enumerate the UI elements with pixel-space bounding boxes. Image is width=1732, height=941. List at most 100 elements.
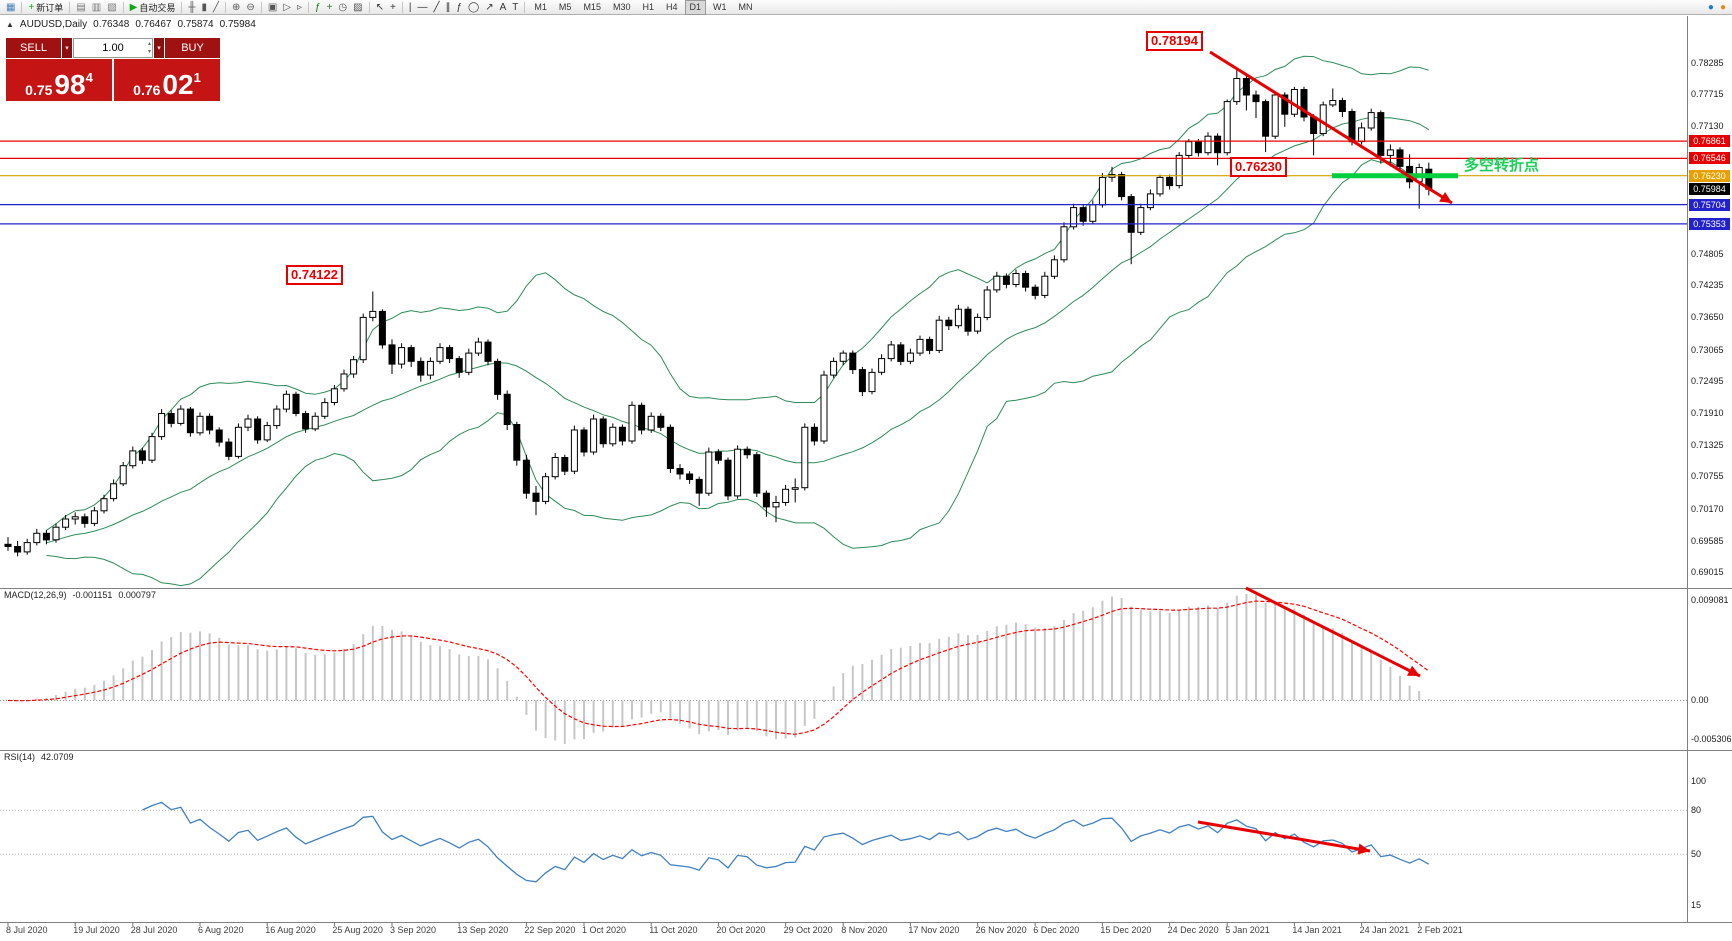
shapes-icon[interactable]: ◯ xyxy=(466,1,481,14)
chart-shift-icon[interactable]: ▹ xyxy=(295,1,304,14)
community-icon-glyph: ● xyxy=(1707,1,1714,13)
charts-profile-icon[interactable]: ▤ xyxy=(74,1,87,14)
market-watch-icon-glyph: ▥ xyxy=(91,1,102,13)
candlestick-chart-icon-glyph: ▮ xyxy=(201,1,207,13)
channel-icon[interactable]: ∥ xyxy=(443,1,452,14)
toolbar-separator xyxy=(21,1,23,13)
timeframe-button-h4[interactable]: H4 xyxy=(665,1,678,12)
text-icon-glyph: A xyxy=(499,1,507,13)
autotrading-button-glyph: ▶ xyxy=(129,1,138,13)
symbol-period-label: AUDUSD,Daily xyxy=(19,19,88,30)
macd-downtrend-arrow[interactable] xyxy=(1245,586,1421,678)
community-icon[interactable]: ● xyxy=(1706,1,1716,14)
add-indicator-icon[interactable]: + xyxy=(325,1,335,14)
peak-price-annotation[interactable]: 0.78194 xyxy=(1146,31,1203,51)
annotation-arrows-layer xyxy=(1197,50,1453,855)
auto-scroll-icon[interactable]: ▷ xyxy=(281,1,293,14)
toolbar-separator xyxy=(181,1,183,13)
ohlc-close: 0.75984 xyxy=(219,19,256,30)
toolbar-separator xyxy=(368,1,370,13)
volume-spinner[interactable]: ▴ ▾ xyxy=(148,40,151,56)
timeframe-button-d1[interactable]: D1 xyxy=(684,0,707,15)
cursor-icon[interactable]: ↖ xyxy=(374,1,386,14)
symbol-header: ▲ AUDUSD,Daily 0.76348 0.76467 0.75874 0… xyxy=(6,19,256,30)
line-chart-icon[interactable]: ╱ xyxy=(211,1,221,14)
ohlc-open: 0.76348 xyxy=(93,19,130,30)
timeframe-button-h1[interactable]: H1 xyxy=(642,1,654,12)
timeframe-button-m15[interactable]: M15 xyxy=(583,1,601,12)
spinner-down-icon[interactable]: ▾ xyxy=(147,49,151,55)
ohlc-high: 0.76467 xyxy=(135,19,172,30)
swing-high-annotation[interactable]: 0.74122 xyxy=(286,265,343,285)
market-watch-icon[interactable]: ▥ xyxy=(90,1,103,14)
sell-button[interactable]: SELL xyxy=(6,38,61,58)
crosshair-icon[interactable]: + xyxy=(388,1,398,14)
buy-price-button[interactable]: 0.76 02 1 xyxy=(114,59,220,101)
search-icon-glyph: ● xyxy=(1719,1,1726,13)
timeframe-button-w1[interactable]: W1 xyxy=(713,1,727,12)
tile-windows-icon[interactable]: ▣ xyxy=(266,1,279,14)
autotrading-button-label: 自动交易 xyxy=(139,2,176,13)
sell-price-pips: 98 xyxy=(54,68,86,100)
breakout-price-annotation[interactable]: 0.76230 xyxy=(1230,157,1287,177)
spinner-up-icon[interactable]: ▴ xyxy=(147,41,151,47)
add-indicator-icon-glyph: + xyxy=(326,1,333,13)
search-icon[interactable]: ● xyxy=(1718,1,1728,14)
sell-price-button[interactable]: 0.75 98 4 xyxy=(6,59,112,101)
volume-input[interactable]: 1.00 ▴ ▾ xyxy=(73,38,153,58)
price-downtrend-arrow[interactable] xyxy=(1209,50,1453,205)
new-chart-icon-glyph: ▦ xyxy=(6,1,16,13)
buy-options-arrow-icon[interactable]: ▾ xyxy=(154,38,164,58)
candlestick-chart-icon[interactable]: ▮ xyxy=(199,1,209,14)
macd-signal-value: 0.000797 xyxy=(118,590,156,600)
trade-panel-top-row: SELL ▾ 1.00 ▴ ▾ ▾ BUY xyxy=(6,38,220,58)
toolbar-separator xyxy=(69,1,71,13)
fibonacci-icon[interactable]: ƒ xyxy=(454,1,464,14)
bollinger-bands-layer xyxy=(46,55,1430,587)
arrows-icon[interactable]: ↗ xyxy=(483,1,495,14)
new-order-button[interactable]: + 新订单 xyxy=(26,1,65,14)
buy-price-point: 1 xyxy=(193,70,201,85)
trendline-icon[interactable]: ╱ xyxy=(431,1,441,14)
panel-frame-layer xyxy=(0,16,1732,926)
line-chart-icon-glyph: ╱ xyxy=(213,1,220,13)
templates-icon[interactable]: ▨ xyxy=(351,1,364,14)
toolbar: ▦ + 新订单 ▤ ▥ ▧ ▶ 自动交易 ╫ ▮ ╱ ⊕ ⊖ ▣ ▷ ▹ ƒ + ◷ ▨ ↖ + | ― ╱ ∥ ƒ ◯ ↗ A T M1 M5… xyxy=(0,0,1732,15)
charts-profile-icon-glyph: ▤ xyxy=(76,1,86,13)
navigator-icon[interactable]: ▧ xyxy=(105,1,118,14)
new-chart-icon[interactable]: ▦ xyxy=(4,1,17,14)
rsi-downtrend-arrow-head xyxy=(1357,843,1370,855)
toolbar-separator xyxy=(524,1,526,13)
periods-icon[interactable]: ◷ xyxy=(336,1,349,14)
timeframe-button-m5[interactable]: M5 xyxy=(558,1,572,12)
turning-point-label: 多空转折点 xyxy=(1464,157,1540,174)
autotrading-button[interactable]: ▶ 自动交易 xyxy=(128,1,178,14)
new-order-button-glyph: + xyxy=(28,1,35,13)
horizontal-line-icon[interactable]: ― xyxy=(415,1,429,14)
chart-shift-icon-glyph: ▹ xyxy=(296,1,302,13)
fibonacci-icon-glyph: ƒ xyxy=(456,1,463,13)
new-order-button-label: 新订单 xyxy=(36,2,64,13)
horizontal-line-icon-glyph: ― xyxy=(417,1,428,13)
rsi-layer xyxy=(0,801,1687,883)
sell-price-point: 4 xyxy=(85,70,93,85)
label-icon[interactable]: T xyxy=(510,1,520,14)
price-downtrend-arrow-head xyxy=(1439,192,1452,203)
chart-marker-icon: ▲ xyxy=(6,20,14,29)
toolbar-separator xyxy=(225,1,227,13)
auto-scroll-icon-glyph: ▷ xyxy=(283,1,291,13)
indicators-icon[interactable]: ƒ xyxy=(313,1,323,14)
rsi-downtrend-arrow[interactable] xyxy=(1197,820,1371,853)
zoom-in-icon[interactable]: ⊕ xyxy=(230,1,242,14)
text-icon[interactable]: A xyxy=(498,1,509,14)
bar-chart-icon[interactable]: ╫ xyxy=(186,1,197,14)
timeframe-button-mn[interactable]: MN xyxy=(738,1,753,12)
sell-options-arrow-icon[interactable]: ▾ xyxy=(62,38,72,58)
timeframe-button-m30[interactable]: M30 xyxy=(612,1,631,12)
vertical-line-icon[interactable]: | xyxy=(407,1,414,14)
timeframe-button-m1[interactable]: M1 xyxy=(534,1,547,12)
zoom-out-icon[interactable]: ⊖ xyxy=(244,1,256,14)
buy-button[interactable]: BUY xyxy=(165,38,220,58)
toolbar-separator xyxy=(401,1,403,13)
